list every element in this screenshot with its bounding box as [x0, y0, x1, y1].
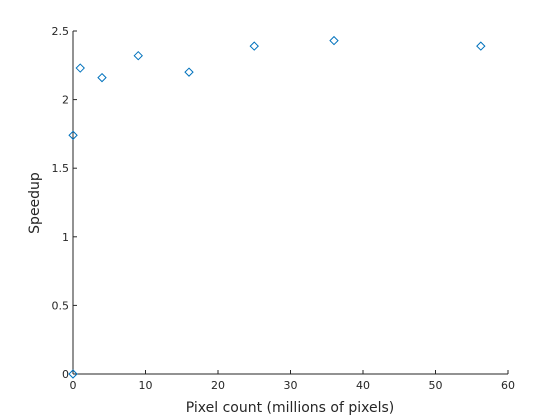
x-tick-label: 30: [284, 379, 298, 392]
data-point: [476, 41, 486, 51]
y-tick-label: 2.5: [52, 25, 70, 38]
data-point: [184, 67, 194, 77]
x-axis: 0 10 20 30 40 50 60: [70, 370, 515, 392]
x-tick-label: 20: [211, 379, 225, 392]
x-tick-label: 40: [356, 379, 370, 392]
x-axis-label: Pixel count (millions of pixels): [186, 400, 394, 416]
x-tick-label: 0: [70, 379, 77, 392]
data-point: [329, 35, 339, 46]
y-tick-label: 1: [62, 231, 69, 244]
plot-background: [73, 31, 508, 374]
y-tick-label: 2: [62, 94, 69, 107]
data-point: [75, 63, 85, 73]
y-tick-label: 0.5: [52, 299, 70, 312]
x-tick-label: 50: [429, 379, 443, 392]
data-point: [68, 369, 78, 379]
y-tick-label: 1.5: [52, 162, 70, 175]
y-axis-label: Speedup: [27, 172, 43, 234]
data-points: [68, 35, 486, 379]
y-axis: 0 0.5 1 1.5 2 2.5: [52, 25, 77, 381]
x-tick-label: 10: [139, 379, 153, 392]
y-tick-label: 0: [62, 368, 69, 381]
data-point: [133, 50, 143, 61]
data-point: [68, 130, 78, 140]
data-point: [97, 72, 107, 83]
data-point: [249, 41, 259, 51]
x-tick-label: 60: [501, 379, 515, 392]
plot-area: [72, 31, 508, 375]
